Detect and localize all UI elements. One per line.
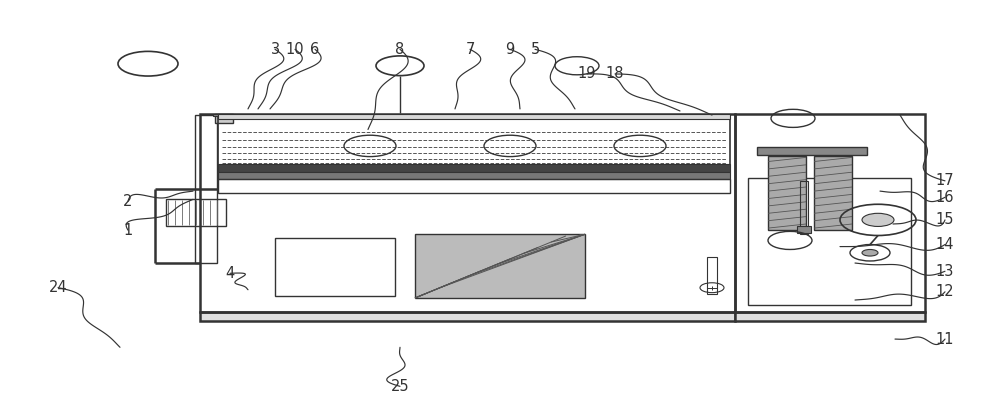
Bar [218,172,730,179]
Bar [800,181,808,234]
Text: 25: 25 [391,379,409,394]
Text: 12: 12 [936,284,954,299]
Text: 8: 8 [395,42,405,57]
Text: 11: 11 [936,332,954,346]
Bar [195,115,217,263]
Bar [735,312,925,321]
Bar [218,117,730,165]
Text: 1: 1 [123,223,133,238]
Bar [275,238,395,296]
Bar [768,156,806,230]
Bar [797,226,811,233]
Text: 19: 19 [578,67,596,81]
Bar [748,178,911,305]
Bar [200,312,735,321]
Text: 2: 2 [123,194,133,209]
Text: 18: 18 [606,67,624,81]
Bar [707,257,717,294]
Circle shape [862,213,894,226]
Bar [415,234,585,298]
Text: 13: 13 [936,264,954,279]
Bar [218,164,730,172]
Text: 7: 7 [465,42,475,57]
Bar [735,114,925,312]
Bar [166,199,226,226]
Text: 5: 5 [530,42,540,57]
Bar [213,114,235,116]
Text: 6: 6 [310,42,320,57]
Bar [218,179,730,193]
Bar [218,114,730,119]
Text: 9: 9 [505,42,515,57]
Bar [215,114,233,123]
Text: 10: 10 [286,42,304,57]
Text: 14: 14 [936,237,954,252]
Text: 16: 16 [936,190,954,205]
Bar [757,147,867,155]
Bar [200,114,735,312]
Circle shape [862,249,878,256]
Text: 17: 17 [936,173,954,188]
Text: 24: 24 [49,280,67,295]
Text: 15: 15 [936,212,954,227]
Bar [814,156,852,230]
Text: 4: 4 [225,266,235,281]
Text: 3: 3 [270,42,280,57]
